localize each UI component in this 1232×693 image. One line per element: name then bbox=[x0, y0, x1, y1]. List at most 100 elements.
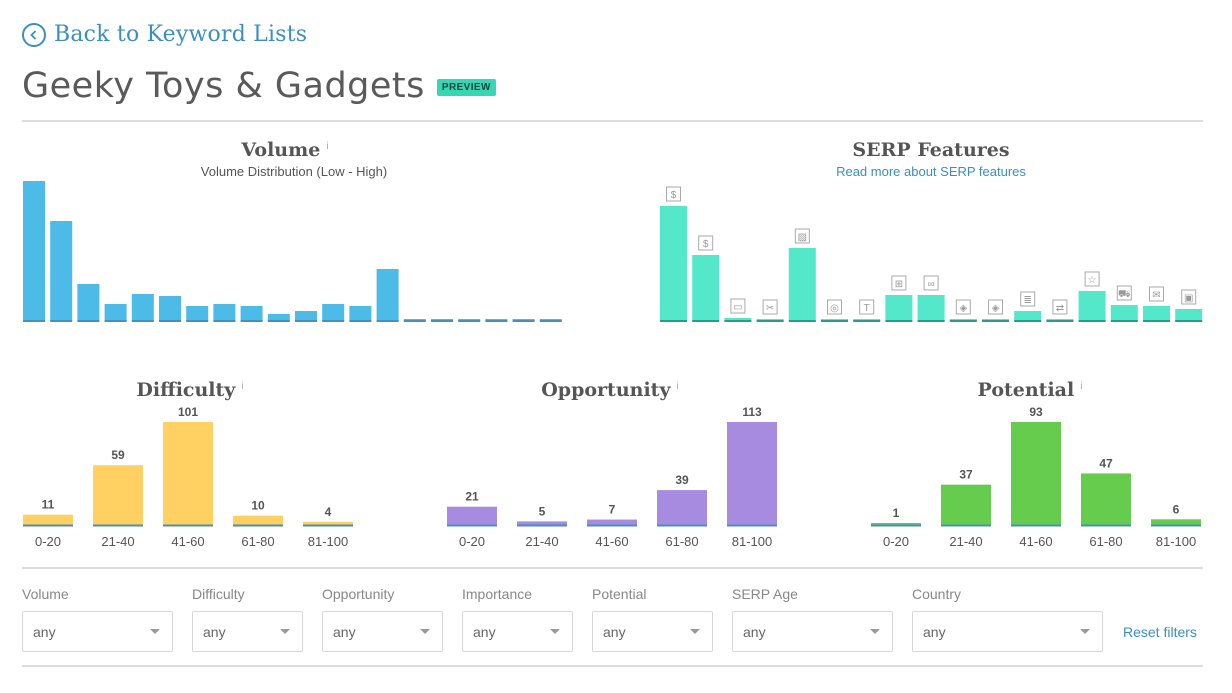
bar-baseline bbox=[93, 524, 143, 527]
volume-bar[interactable] bbox=[295, 311, 317, 321]
opportunity-select[interactable]: any bbox=[322, 611, 443, 652]
info-icon[interactable]: i bbox=[676, 380, 679, 392]
map-pin-icon: ◈ bbox=[955, 299, 971, 315]
svg-text:◎: ◎ bbox=[830, 303, 839, 314]
serp-feature-bar[interactable] bbox=[917, 295, 945, 321]
volume-bar[interactable] bbox=[23, 181, 45, 321]
volume-select[interactable]: any bbox=[22, 611, 173, 652]
volume-bar[interactable] bbox=[186, 306, 209, 321]
serp-feature-bar[interactable] bbox=[885, 295, 913, 321]
volume-bar[interactable] bbox=[240, 306, 263, 321]
serp-feature-bar[interactable] bbox=[1175, 309, 1203, 321]
bar-baseline bbox=[50, 320, 73, 322]
filter-label: Country bbox=[912, 586, 962, 602]
info-icon[interactable]: i bbox=[241, 380, 244, 392]
bar-baseline bbox=[131, 320, 154, 322]
svg-text:✂: ✂ bbox=[766, 303, 774, 314]
reset-filters-link[interactable]: Reset filters bbox=[1123, 624, 1197, 640]
bar-baseline bbox=[949, 320, 977, 322]
info-icon[interactable]: i bbox=[326, 140, 329, 152]
bar-baseline bbox=[853, 320, 881, 322]
volume-chart bbox=[23, 181, 562, 322]
importance-filter: Importance any bbox=[462, 585, 573, 652]
bar-value-label: 37 bbox=[959, 468, 973, 482]
difficulty-bar[interactable] bbox=[23, 514, 73, 526]
caret-down-icon bbox=[1080, 629, 1090, 634]
potential-bar[interactable] bbox=[1081, 473, 1131, 526]
serp-feature-bar[interactable] bbox=[1110, 305, 1138, 321]
bar-baseline bbox=[1081, 524, 1131, 527]
bar-value-label: 6 bbox=[1173, 502, 1180, 516]
difficulty-bar[interactable] bbox=[233, 515, 283, 526]
bar-category-label: 81-100 bbox=[1156, 534, 1196, 549]
serp-feature-bar[interactable] bbox=[1143, 306, 1170, 321]
difficulty-bar[interactable] bbox=[163, 422, 213, 526]
bar-baseline bbox=[1011, 524, 1061, 527]
volume-bar[interactable] bbox=[213, 304, 236, 321]
filter-label: Difficulty bbox=[192, 586, 245, 602]
volume-bar[interactable] bbox=[104, 304, 127, 321]
opportunity-bar[interactable] bbox=[727, 422, 777, 526]
volume-bar[interactable] bbox=[322, 304, 345, 321]
serp-features-link[interactable]: Read more about SERP features bbox=[836, 164, 1026, 179]
map-pin-icon: ◈ bbox=[988, 299, 1003, 315]
serp-feature-bar[interactable] bbox=[1078, 291, 1106, 321]
bar-category-label: 21-40 bbox=[101, 534, 134, 549]
opportunity-bar[interactable] bbox=[447, 506, 497, 526]
difficulty-bar[interactable] bbox=[93, 465, 143, 526]
bar-value-label: 11 bbox=[42, 498, 55, 512]
opportunity-filter: Opportunity any bbox=[322, 585, 443, 652]
volume-bar[interactable] bbox=[267, 314, 290, 321]
potential-bar[interactable] bbox=[1151, 519, 1201, 526]
dollar-ad-icon: $ bbox=[698, 235, 714, 251]
bar-baseline bbox=[267, 320, 290, 322]
serp-feature-bar[interactable] bbox=[692, 255, 720, 321]
bar-baseline bbox=[303, 524, 353, 527]
bar-baseline bbox=[727, 524, 777, 527]
bar-baseline bbox=[660, 320, 687, 322]
serp-feature-bar[interactable] bbox=[1014, 311, 1042, 321]
dollar-ad-icon: $ bbox=[666, 186, 681, 202]
serp-features-chart: $ $ ▭ ✂ ▨ ◎ T ⊞ ∞ ◈ ◈ ≣ ⇄ ☆ ⛟ ✉ ▣ bbox=[660, 186, 1203, 322]
serp-age-select[interactable]: any bbox=[732, 611, 893, 652]
difficulty-filter: Difficulty any bbox=[192, 585, 303, 652]
serp-feature-bar[interactable] bbox=[660, 206, 687, 321]
volume-bar[interactable] bbox=[376, 269, 399, 321]
difficulty-chart: 11 0-20 59 21-40 101 41-60 10 61-80 4 81-100 bbox=[23, 405, 353, 549]
country-select[interactable]: any bbox=[912, 611, 1103, 652]
potential-bar[interactable] bbox=[941, 484, 991, 526]
serp-feature-bar[interactable] bbox=[788, 248, 816, 321]
opportunity-bar[interactable] bbox=[517, 521, 567, 526]
volume-bar[interactable] bbox=[349, 306, 372, 321]
bar-category-label: 61-80 bbox=[1089, 534, 1122, 549]
potential-bar[interactable] bbox=[1011, 422, 1061, 526]
svg-text:☆: ☆ bbox=[1088, 275, 1097, 286]
bar-value-label: 1 bbox=[893, 506, 900, 520]
briefcase-icon: ▭ bbox=[730, 298, 746, 314]
chat-icon: ✉ bbox=[1149, 286, 1164, 302]
bar-baseline bbox=[23, 320, 45, 322]
volume-bar[interactable] bbox=[77, 284, 100, 321]
bar-baseline bbox=[322, 320, 345, 322]
volume-bar[interactable] bbox=[159, 296, 181, 321]
caret-down-icon bbox=[690, 629, 700, 634]
back-link-label: Back to Keyword Lists bbox=[54, 22, 308, 47]
volume-bar[interactable] bbox=[131, 294, 154, 321]
volume-bar[interactable] bbox=[50, 221, 73, 321]
bar-baseline bbox=[724, 320, 752, 322]
opportunity-bar[interactable] bbox=[657, 490, 707, 526]
page-title: Geeky Toys & Gadgets bbox=[22, 66, 425, 106]
bar-baseline bbox=[431, 320, 453, 322]
info-icon[interactable]: i bbox=[1080, 380, 1083, 392]
bar-category-label: 41-60 bbox=[171, 534, 204, 549]
serp-feature-bar[interactable] bbox=[724, 318, 752, 321]
potential-select[interactable]: any bbox=[592, 611, 713, 652]
bar-baseline bbox=[1175, 320, 1203, 322]
difficulty-bar[interactable] bbox=[303, 521, 353, 526]
cart-icon: ⛟ bbox=[1116, 285, 1132, 301]
back-to-keyword-lists-link[interactable]: Back to Keyword Lists bbox=[22, 22, 307, 47]
importance-select[interactable]: any bbox=[462, 611, 573, 652]
volume-chart-title: Volume i bbox=[241, 139, 329, 161]
difficulty-select[interactable]: any bbox=[192, 611, 303, 652]
opportunity-bar[interactable] bbox=[587, 519, 637, 526]
